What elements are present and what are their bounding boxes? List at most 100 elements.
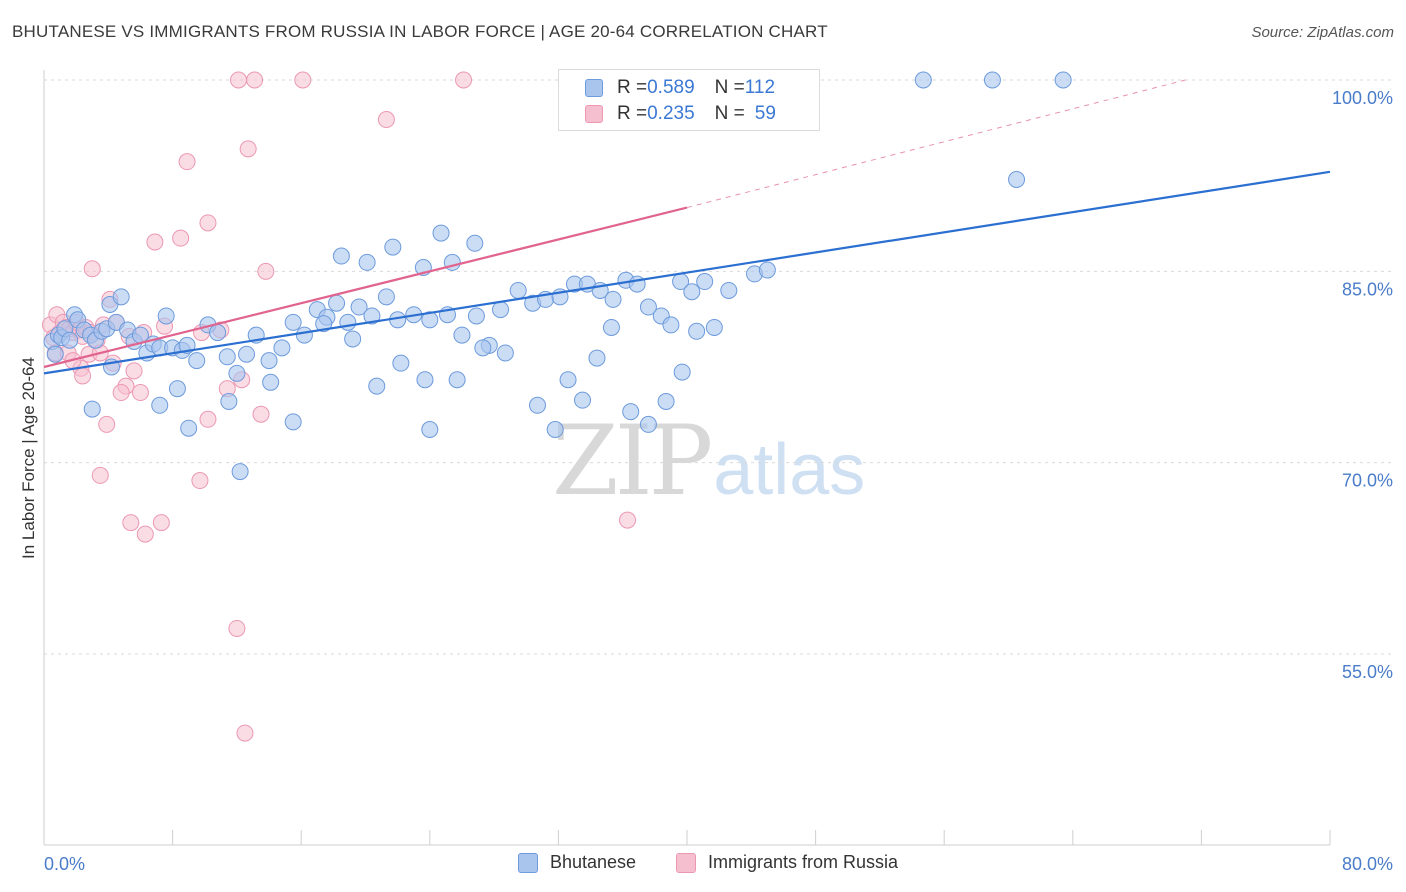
point-bhutanese: [209, 324, 227, 342]
point-bhutanese: [46, 345, 64, 363]
y-tick-label: 55.0%: [1342, 662, 1393, 682]
legend-n-label: N =: [714, 103, 745, 124]
point-bhutanese: [492, 301, 510, 319]
series-bhutanese-points: [43, 71, 1072, 481]
point-russia: [199, 410, 217, 428]
point-bhutanese: [83, 400, 101, 418]
point-russia: [172, 229, 190, 247]
point-bhutanese: [662, 316, 680, 334]
point-russia: [257, 262, 275, 280]
legend-r-label: R =: [617, 103, 648, 124]
legend-row-russia: R = 0.235 N = 59: [585, 102, 776, 126]
x-tick-label-max: 80.0%: [1342, 854, 1393, 874]
legend-row-bhutanese: R = 0.589 N = 112: [585, 76, 775, 100]
trend-line-bhutanese: [43, 170, 1331, 375]
point-russia: [294, 71, 312, 89]
point-russia: [152, 514, 170, 532]
point-bhutanese: [339, 313, 357, 331]
point-bhutanese: [218, 348, 236, 366]
point-bhutanese: [363, 307, 381, 325]
point-bhutanese: [377, 288, 395, 306]
point-bhutanese: [220, 392, 238, 410]
point-bhutanese: [151, 396, 169, 414]
point-russia: [122, 514, 140, 532]
point-bhutanese: [696, 273, 714, 291]
source-label: Source: ZipAtlas.com: [1251, 24, 1394, 41]
point-bhutanese: [1054, 71, 1072, 89]
point-bhutanese: [188, 352, 206, 370]
point-bhutanese: [238, 345, 256, 363]
legend-r-value: 0.235: [647, 103, 695, 124]
x-tick-label-min: 0.0%: [44, 854, 85, 874]
point-bhutanese: [466, 234, 484, 252]
point-bhutanese: [622, 403, 640, 421]
point-bhutanese: [559, 371, 577, 389]
point-bhutanese: [705, 318, 723, 336]
point-bhutanese: [983, 71, 1001, 89]
point-bhutanese: [720, 281, 738, 299]
legend-label-bhutanese: Bhutanese: [550, 852, 637, 872]
watermark-atlas: atlas: [713, 430, 866, 510]
watermark: ZIPatlas: [552, 405, 865, 517]
point-russia: [131, 384, 149, 402]
point-bhutanese: [328, 294, 346, 312]
point-bhutanese: [453, 326, 471, 344]
point-russia: [136, 525, 154, 543]
y-tick-label: 85.0%: [1342, 279, 1393, 299]
point-bhutanese: [474, 339, 492, 357]
point-bhutanese: [368, 377, 386, 395]
point-bhutanese: [157, 307, 175, 325]
x-axis-ticks: [43, 830, 1331, 845]
legend-item-bhutanese: Bhutanese: [518, 852, 636, 873]
point-bhutanese: [448, 371, 466, 389]
point-russia: [377, 111, 395, 129]
point-bhutanese: [467, 307, 485, 325]
point-russia: [246, 71, 264, 89]
point-russia: [236, 724, 254, 742]
point-bhutanese: [509, 281, 527, 299]
legend-r-value: 0.589: [647, 77, 695, 98]
point-russia: [230, 71, 248, 89]
point-bhutanese: [639, 415, 657, 433]
gridlines: [44, 79, 1394, 655]
point-bhutanese: [112, 288, 130, 306]
point-bhutanese: [546, 421, 564, 439]
point-russia: [191, 472, 209, 490]
correlation-legend: R = 0.589 N = 112 R = 0.235 N = 59: [558, 69, 820, 131]
point-bhutanese: [588, 349, 606, 367]
y-axis-tick-labels: 55.0% 70.0% 85.0% 100.0%: [1332, 88, 1393, 682]
legend-n-value: 112: [744, 77, 776, 98]
point-bhutanese: [673, 363, 691, 381]
legend-item-russia: Immigrants from Russia: [676, 852, 898, 873]
point-russia: [98, 415, 116, 433]
trend-lines: [43, 79, 1331, 375]
point-bhutanese: [344, 330, 362, 348]
point-bhutanese: [683, 283, 701, 301]
point-bhutanese: [392, 354, 410, 372]
point-bhutanese: [273, 339, 291, 357]
point-bhutanese: [604, 290, 622, 308]
y-tick-label: 100.0%: [1332, 88, 1393, 108]
point-russia: [125, 362, 143, 380]
point-russia: [83, 260, 101, 278]
point-bhutanese: [1008, 170, 1026, 188]
point-russia: [228, 619, 246, 637]
series-russia-points: [41, 71, 637, 742]
point-bhutanese: [384, 238, 402, 256]
point-russia: [252, 405, 270, 423]
point-russia: [112, 384, 130, 402]
point-bhutanese: [358, 253, 376, 271]
point-russia: [199, 214, 217, 232]
point-bhutanese: [688, 322, 706, 340]
chart-title: BHUTANESE VS IMMIGRANTS FROM RUSSIA IN L…: [12, 22, 828, 41]
point-bhutanese: [332, 247, 350, 265]
point-bhutanese: [168, 380, 186, 398]
legend-n-value: 59: [754, 103, 776, 124]
point-bhutanese: [421, 421, 439, 439]
legend-swatch-pink: [585, 105, 603, 123]
legend-swatch-russia: [676, 852, 696, 873]
point-bhutanese: [180, 419, 198, 437]
point-russia: [239, 140, 257, 158]
point-bhutanese: [416, 371, 434, 389]
point-bhutanese: [639, 298, 657, 316]
